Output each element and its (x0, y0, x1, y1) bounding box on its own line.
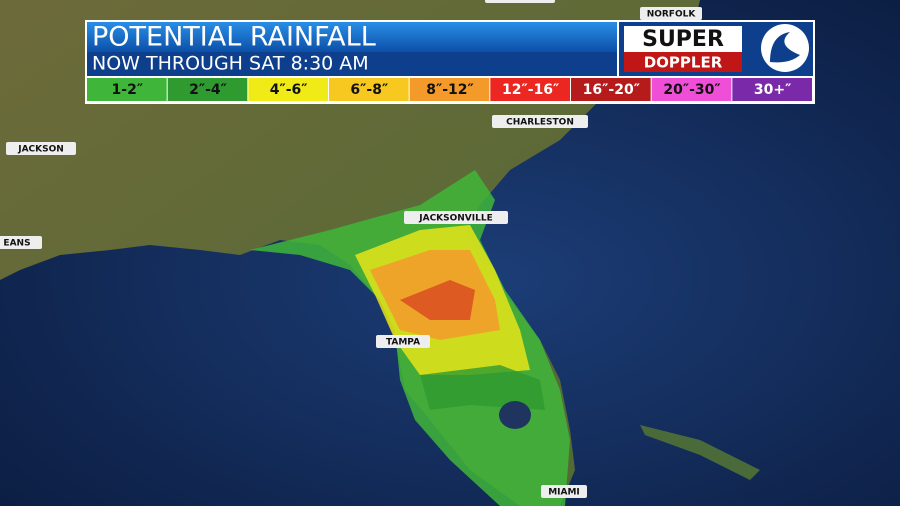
legend-label: 12″-16″ (502, 82, 559, 98)
city-labels: ROANOKE NORFOLK JACKSON CHARLESTON EANS JACKS… (0, 0, 702, 498)
city-box (485, 0, 555, 3)
legend-label: 1-2″ (112, 82, 144, 98)
city-box (492, 115, 588, 128)
city-box (404, 211, 508, 224)
legend-label: 6″-8″ (350, 82, 388, 98)
legend-label: 2″-4″ (189, 82, 227, 98)
title-bar (87, 22, 617, 52)
city-box (640, 7, 702, 20)
legend-swatch (167, 78, 248, 101)
logo-wave (770, 32, 800, 63)
legend-swatch (571, 78, 651, 101)
city-name: CHARLESTON (506, 118, 574, 128)
legend-label: 20″-30″ (663, 82, 720, 98)
city-name: EANS (3, 239, 30, 249)
lake (499, 401, 531, 429)
logo-doppler: DOPPLER (644, 54, 723, 72)
legend-swatch (409, 78, 490, 101)
city-name: TAMPA (386, 338, 420, 348)
legend-swatch (651, 78, 732, 101)
legend-label: 4″-6″ (270, 82, 308, 98)
city-name: JACKSON (17, 145, 64, 155)
logo-super: SUPER (642, 27, 724, 52)
rain-12-16 (400, 280, 475, 320)
subtitle-bar (87, 52, 617, 76)
legend: 1-2″ 2″-4″ 4″-6″ 6″-8″ 8″-12″ 12″-16″ 16″-20″ 2… (87, 78, 812, 101)
logo-bottom (624, 52, 742, 72)
city-name: JACKSONVILLE (418, 214, 493, 224)
legend-swatch (329, 78, 409, 101)
legend-swatch (248, 78, 328, 101)
legend-label: 8″-12″ (426, 82, 474, 98)
island (640, 425, 760, 480)
city-box (6, 142, 76, 155)
legend-label: 16″-20″ (583, 82, 640, 98)
legend-swatch (87, 78, 167, 101)
city-name: MIAMI (548, 488, 580, 498)
logo-top (624, 26, 742, 52)
city-box (0, 236, 42, 249)
city-name: NORFOLK (647, 10, 697, 20)
legend-swatch (490, 78, 570, 101)
legend-swatch (732, 78, 812, 101)
city-box (541, 485, 587, 498)
city-name: ROANOKE (495, 0, 545, 3)
city-box (376, 335, 430, 348)
subtitle: NOW THROUGH SAT 8:30 AM (92, 53, 369, 75)
rain-2-4 (420, 365, 545, 410)
title: POTENTIAL RAINFALL (92, 22, 376, 53)
legend-label: 30+″ (754, 82, 791, 98)
